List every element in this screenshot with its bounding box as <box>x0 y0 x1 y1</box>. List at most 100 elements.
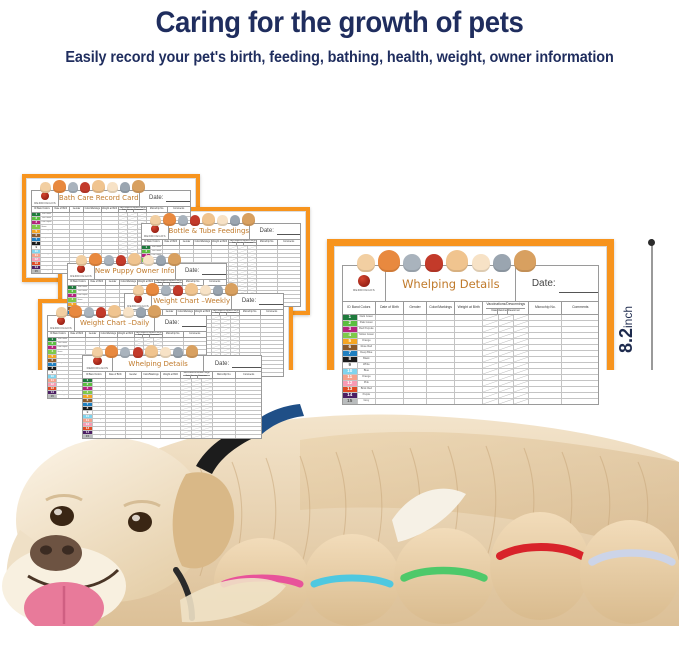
table-cell[interactable] <box>69 341 86 345</box>
table-cell[interactable] <box>455 381 484 387</box>
date-field[interactable]: Date: <box>516 266 599 301</box>
vaccination-cell[interactable] <box>118 257 129 261</box>
table-cell[interactable] <box>376 399 405 405</box>
table-cell[interactable] <box>278 258 300 262</box>
table-cell[interactable] <box>212 245 229 249</box>
table-cell[interactable] <box>529 363 563 369</box>
vaccination-cell[interactable] <box>118 249 129 253</box>
vaccination-cell[interactable] <box>202 422 213 426</box>
table-cell[interactable] <box>163 257 180 262</box>
table-cell[interactable] <box>261 357 283 360</box>
table-cell[interactable] <box>106 418 126 422</box>
vaccination-cell[interactable] <box>202 434 213 438</box>
date-write-line[interactable] <box>232 359 262 368</box>
vaccination-cell[interactable] <box>118 229 129 233</box>
vaccination-cell[interactable] <box>513 339 530 345</box>
date-write-line[interactable] <box>182 319 206 328</box>
table-cell[interactable] <box>213 418 237 422</box>
vaccination-cell[interactable] <box>230 332 241 336</box>
table-cell[interactable] <box>102 237 119 241</box>
vaccination-cell[interactable] <box>513 387 530 393</box>
table-cell[interactable] <box>102 257 119 261</box>
date-field[interactable]: Date: <box>140 191 190 206</box>
vaccination-cell[interactable] <box>118 220 129 224</box>
table-cell[interactable] <box>195 340 212 344</box>
vaccination-cell[interactable] <box>180 394 192 398</box>
vaccination-cell[interactable] <box>180 386 192 390</box>
table-cell[interactable] <box>240 348 261 352</box>
vaccination-cell[interactable] <box>134 337 145 341</box>
table-cell[interactable] <box>86 341 101 345</box>
vaccination-cell[interactable] <box>202 382 213 386</box>
table-cell[interactable] <box>142 430 162 434</box>
table-cell[interactable] <box>529 393 563 399</box>
vaccination-cell[interactable] <box>247 245 258 249</box>
table-cell[interactable] <box>161 434 181 438</box>
table-cell[interactable] <box>261 320 283 323</box>
table-cell[interactable] <box>194 253 212 257</box>
table-cell[interactable] <box>236 415 261 418</box>
vaccination-cell[interactable] <box>513 351 530 357</box>
table-cell[interactable] <box>53 257 70 261</box>
vaccination-cell[interactable] <box>153 349 164 354</box>
table-cell[interactable] <box>562 381 598 386</box>
table-cell[interactable] <box>427 381 456 387</box>
table-cell[interactable] <box>142 414 162 418</box>
table-cell[interactable] <box>562 333 598 338</box>
vaccination-cell[interactable] <box>228 278 239 282</box>
vaccination-cell[interactable] <box>228 249 239 253</box>
table-cell[interactable] <box>161 394 181 398</box>
vaccination-cell[interactable] <box>230 327 241 332</box>
vaccination-cell[interactable] <box>513 327 530 333</box>
vaccination-cell[interactable] <box>202 426 213 430</box>
table-cell[interactable] <box>404 399 428 405</box>
table-cell[interactable] <box>529 339 563 345</box>
vaccination-cell[interactable] <box>128 229 138 233</box>
vaccination-cell[interactable] <box>513 315 530 321</box>
table-cell[interactable] <box>278 287 300 290</box>
table-cell[interactable] <box>106 382 126 386</box>
vaccination-cell[interactable] <box>118 241 129 245</box>
vaccination-cell[interactable] <box>118 233 129 237</box>
table-cell[interactable] <box>240 336 261 340</box>
table-cell[interactable] <box>278 246 300 249</box>
table-cell[interactable] <box>195 336 212 340</box>
table-cell[interactable] <box>427 327 456 333</box>
table-cell[interactable] <box>89 310 106 314</box>
vaccination-cell[interactable] <box>211 332 222 336</box>
table-cell[interactable] <box>118 349 135 354</box>
vaccination-cell[interactable] <box>221 336 231 340</box>
table-cell[interactable] <box>376 357 405 363</box>
vaccination-cell[interactable] <box>228 245 239 249</box>
table-cell[interactable] <box>376 381 405 387</box>
table-cell[interactable] <box>161 402 181 406</box>
table-cell[interactable] <box>106 390 126 394</box>
table-cell[interactable] <box>70 212 85 216</box>
date-write-line[interactable] <box>276 227 300 236</box>
vaccination-cell[interactable] <box>513 375 530 381</box>
table-cell[interactable] <box>163 341 184 345</box>
table-cell[interactable] <box>102 224 119 229</box>
table-cell[interactable] <box>404 363 428 369</box>
table-cell[interactable] <box>529 327 563 333</box>
date-field[interactable]: Date: <box>204 356 262 372</box>
table-cell[interactable] <box>106 414 126 418</box>
table-cell[interactable] <box>102 249 119 253</box>
table-cell[interactable] <box>126 434 142 438</box>
table-cell[interactable] <box>455 321 484 327</box>
table-cell[interactable] <box>194 257 212 262</box>
vaccination-cell[interactable] <box>228 282 239 286</box>
vaccination-cell[interactable] <box>128 249 138 253</box>
vaccination-cell[interactable] <box>134 341 145 345</box>
vaccination-cell[interactable] <box>513 333 530 339</box>
